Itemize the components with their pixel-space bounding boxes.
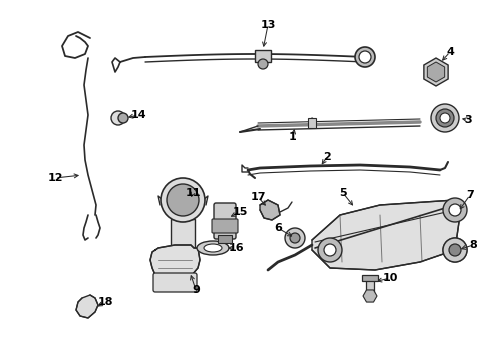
Text: 1: 1 [288,132,296,142]
Circle shape [442,198,466,222]
Circle shape [324,244,335,256]
Circle shape [439,113,449,123]
Text: 11: 11 [185,188,201,198]
Text: 4: 4 [445,47,453,57]
Text: 10: 10 [382,273,397,283]
Ellipse shape [203,244,222,252]
Circle shape [430,104,458,132]
Text: 6: 6 [273,223,282,233]
FancyBboxPatch shape [212,219,238,233]
Text: 12: 12 [47,173,62,183]
Polygon shape [423,58,447,86]
FancyBboxPatch shape [254,50,270,62]
Polygon shape [362,290,376,302]
Text: 18: 18 [97,297,113,307]
FancyBboxPatch shape [361,275,377,281]
FancyBboxPatch shape [365,278,373,296]
FancyBboxPatch shape [307,118,315,128]
Circle shape [442,238,466,262]
Text: 16: 16 [228,243,244,253]
FancyBboxPatch shape [153,273,197,292]
Circle shape [317,238,341,262]
Text: 2: 2 [323,152,330,162]
Text: 15: 15 [232,207,247,217]
Text: 14: 14 [130,110,145,120]
Circle shape [285,228,305,248]
Circle shape [448,244,460,256]
Circle shape [161,178,204,222]
Text: 17: 17 [250,192,265,202]
Circle shape [118,113,128,123]
Text: 3: 3 [463,115,471,125]
Polygon shape [260,200,280,220]
Polygon shape [150,245,200,278]
Text: 9: 9 [192,285,200,295]
Circle shape [358,51,370,63]
Circle shape [442,238,466,262]
Circle shape [289,233,299,243]
Circle shape [448,204,460,216]
Circle shape [258,59,267,69]
Text: 5: 5 [339,188,346,198]
Ellipse shape [197,241,228,255]
FancyBboxPatch shape [218,235,231,243]
Circle shape [448,244,460,256]
Circle shape [435,109,453,127]
FancyBboxPatch shape [214,203,236,239]
Circle shape [354,47,374,67]
Circle shape [111,111,125,125]
Circle shape [167,184,199,216]
FancyBboxPatch shape [171,219,195,251]
Polygon shape [76,295,98,318]
Text: 7: 7 [465,190,473,200]
Text: 8: 8 [468,240,476,250]
Polygon shape [311,200,459,270]
Polygon shape [427,62,444,82]
Text: 13: 13 [260,20,275,30]
